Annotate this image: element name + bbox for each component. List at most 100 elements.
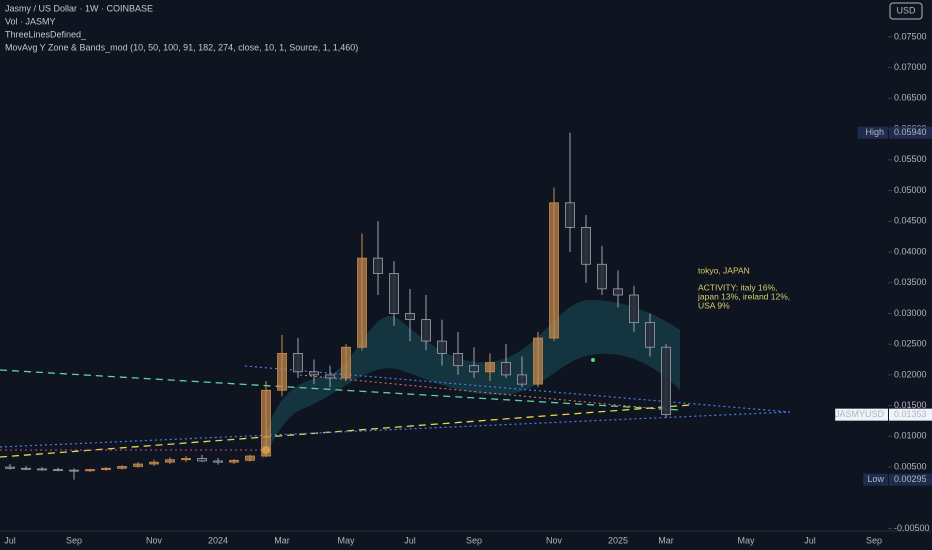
x-tick-label: 2025	[608, 535, 628, 545]
price-label-value: 0.01353	[894, 409, 927, 419]
signal-dot	[591, 358, 595, 362]
candle-body	[565, 202, 575, 228]
annotation-line: japan 13%, ireland 12%,	[697, 291, 790, 301]
candle-body	[341, 346, 351, 379]
y-tick-label: 0.02000	[894, 369, 927, 379]
price-label-name: High	[865, 127, 884, 137]
candle-body	[197, 458, 207, 462]
price-label: 0.01353 JASMYUSD	[835, 408, 932, 421]
candle-body	[149, 461, 159, 465]
indicator: MovAvg Y Zone & Bands_mod (10, 50, 100, …	[5, 42, 358, 52]
price-label-name-bg	[835, 408, 888, 421]
y-tick-label: 0.01000	[894, 431, 927, 441]
candle-body	[21, 467, 31, 470]
indicator: ThreeLinesDefined_	[5, 29, 87, 39]
trend-line	[244, 365, 791, 413]
candle-body	[501, 362, 511, 376]
trend-line	[0, 369, 681, 411]
candle-body	[661, 346, 671, 416]
candle-body	[389, 273, 399, 314]
annotation-line: USA 9%	[698, 300, 730, 310]
candle-body	[405, 313, 415, 320]
x-tick-label: Sep	[866, 535, 882, 545]
candle-body	[37, 468, 47, 471]
candle-body	[469, 365, 479, 373]
price-label-name: Low	[867, 474, 884, 484]
y-tick-label: 0.02500	[894, 339, 927, 349]
price-label-value-bg	[889, 473, 932, 486]
candle-body	[69, 469, 79, 472]
x-tick-label: Jul	[4, 535, 16, 545]
x-tick-label: Jul	[804, 535, 816, 545]
x-tick-label: Mar	[274, 535, 290, 545]
candle-body	[549, 202, 559, 339]
price-label-value-bg	[889, 126, 932, 139]
candle-body	[85, 469, 95, 472]
currency-box[interactable]	[889, 2, 923, 20]
candle-body	[645, 322, 655, 348]
candle-body	[213, 460, 223, 463]
y-tick-label: 0.05500	[894, 154, 927, 164]
candle-body	[613, 288, 623, 296]
candle-body	[117, 466, 127, 469]
y-tick-label: 0.07500	[894, 31, 927, 41]
x-tick-label: Mar	[658, 535, 674, 545]
y-tick-label: 0.04500	[894, 216, 927, 226]
x-tick-label: Nov	[546, 535, 563, 545]
x-tick-label: May	[737, 535, 755, 545]
y-tick-label: 0.04000	[894, 246, 927, 256]
candle-body	[453, 352, 463, 367]
price-axis-panel	[888, 0, 932, 550]
price-label-value-bg	[889, 408, 932, 421]
y-tick-label: 0.07000	[894, 62, 927, 72]
annotation-line: ACTIVITY: italy 16%,	[698, 282, 777, 292]
candle-body	[437, 340, 447, 354]
candle-body	[181, 458, 191, 461]
price-label-value: 0.00295	[894, 474, 927, 484]
x-tick-label: May	[337, 535, 355, 545]
chart-title: Jasmy / US Dollar · 1W · COINBASE	[5, 3, 153, 13]
price-label-value: 0.05940	[894, 127, 927, 137]
candle-body	[517, 374, 527, 385]
candle-body	[245, 455, 255, 461]
x-tick-label: Nov	[146, 535, 163, 545]
trend-line	[299, 374, 671, 411]
candle-body	[629, 294, 639, 324]
candle-body	[421, 319, 431, 342]
candle-body	[261, 389, 271, 457]
x-tick-label: Jul	[404, 535, 416, 545]
y-tick-label: 0.00500	[894, 461, 927, 471]
y-tick-label: 0.03500	[894, 277, 927, 287]
trend-line	[0, 404, 691, 458]
currency[interactable]: USD	[896, 5, 916, 15]
candle-body	[277, 352, 287, 391]
price-label-name: JASMYUSD	[835, 409, 885, 419]
candle-body	[581, 226, 591, 265]
candle-body	[533, 337, 543, 385]
candle-body	[597, 263, 607, 290]
candle-body	[373, 257, 383, 274]
indicator: Vol · JASMY	[5, 16, 56, 26]
candle-body	[309, 371, 319, 376]
x-tick-label: Sep	[466, 535, 482, 545]
candle-body	[357, 257, 367, 348]
candle-body	[229, 459, 239, 463]
x-tick-label: 2024	[208, 535, 228, 545]
candles	[5, 132, 671, 480]
candle-body	[165, 459, 175, 463]
price-label-name-bg	[863, 473, 888, 486]
y-tick-label: 0.06500	[894, 93, 927, 103]
price-label-name-bg	[857, 126, 888, 139]
y-tick-label: -0.00500	[894, 523, 930, 533]
price-label: 0.05940 High	[857, 126, 932, 139]
candle-body	[485, 362, 495, 373]
candle-body	[53, 469, 63, 471]
x-tick-label: Sep	[66, 535, 82, 545]
candle-body	[133, 463, 143, 467]
y-tick-label: 0.05000	[894, 185, 927, 195]
y-tick-label: 0.03000	[894, 308, 927, 318]
price-label: 0.00295 Low	[863, 473, 932, 486]
